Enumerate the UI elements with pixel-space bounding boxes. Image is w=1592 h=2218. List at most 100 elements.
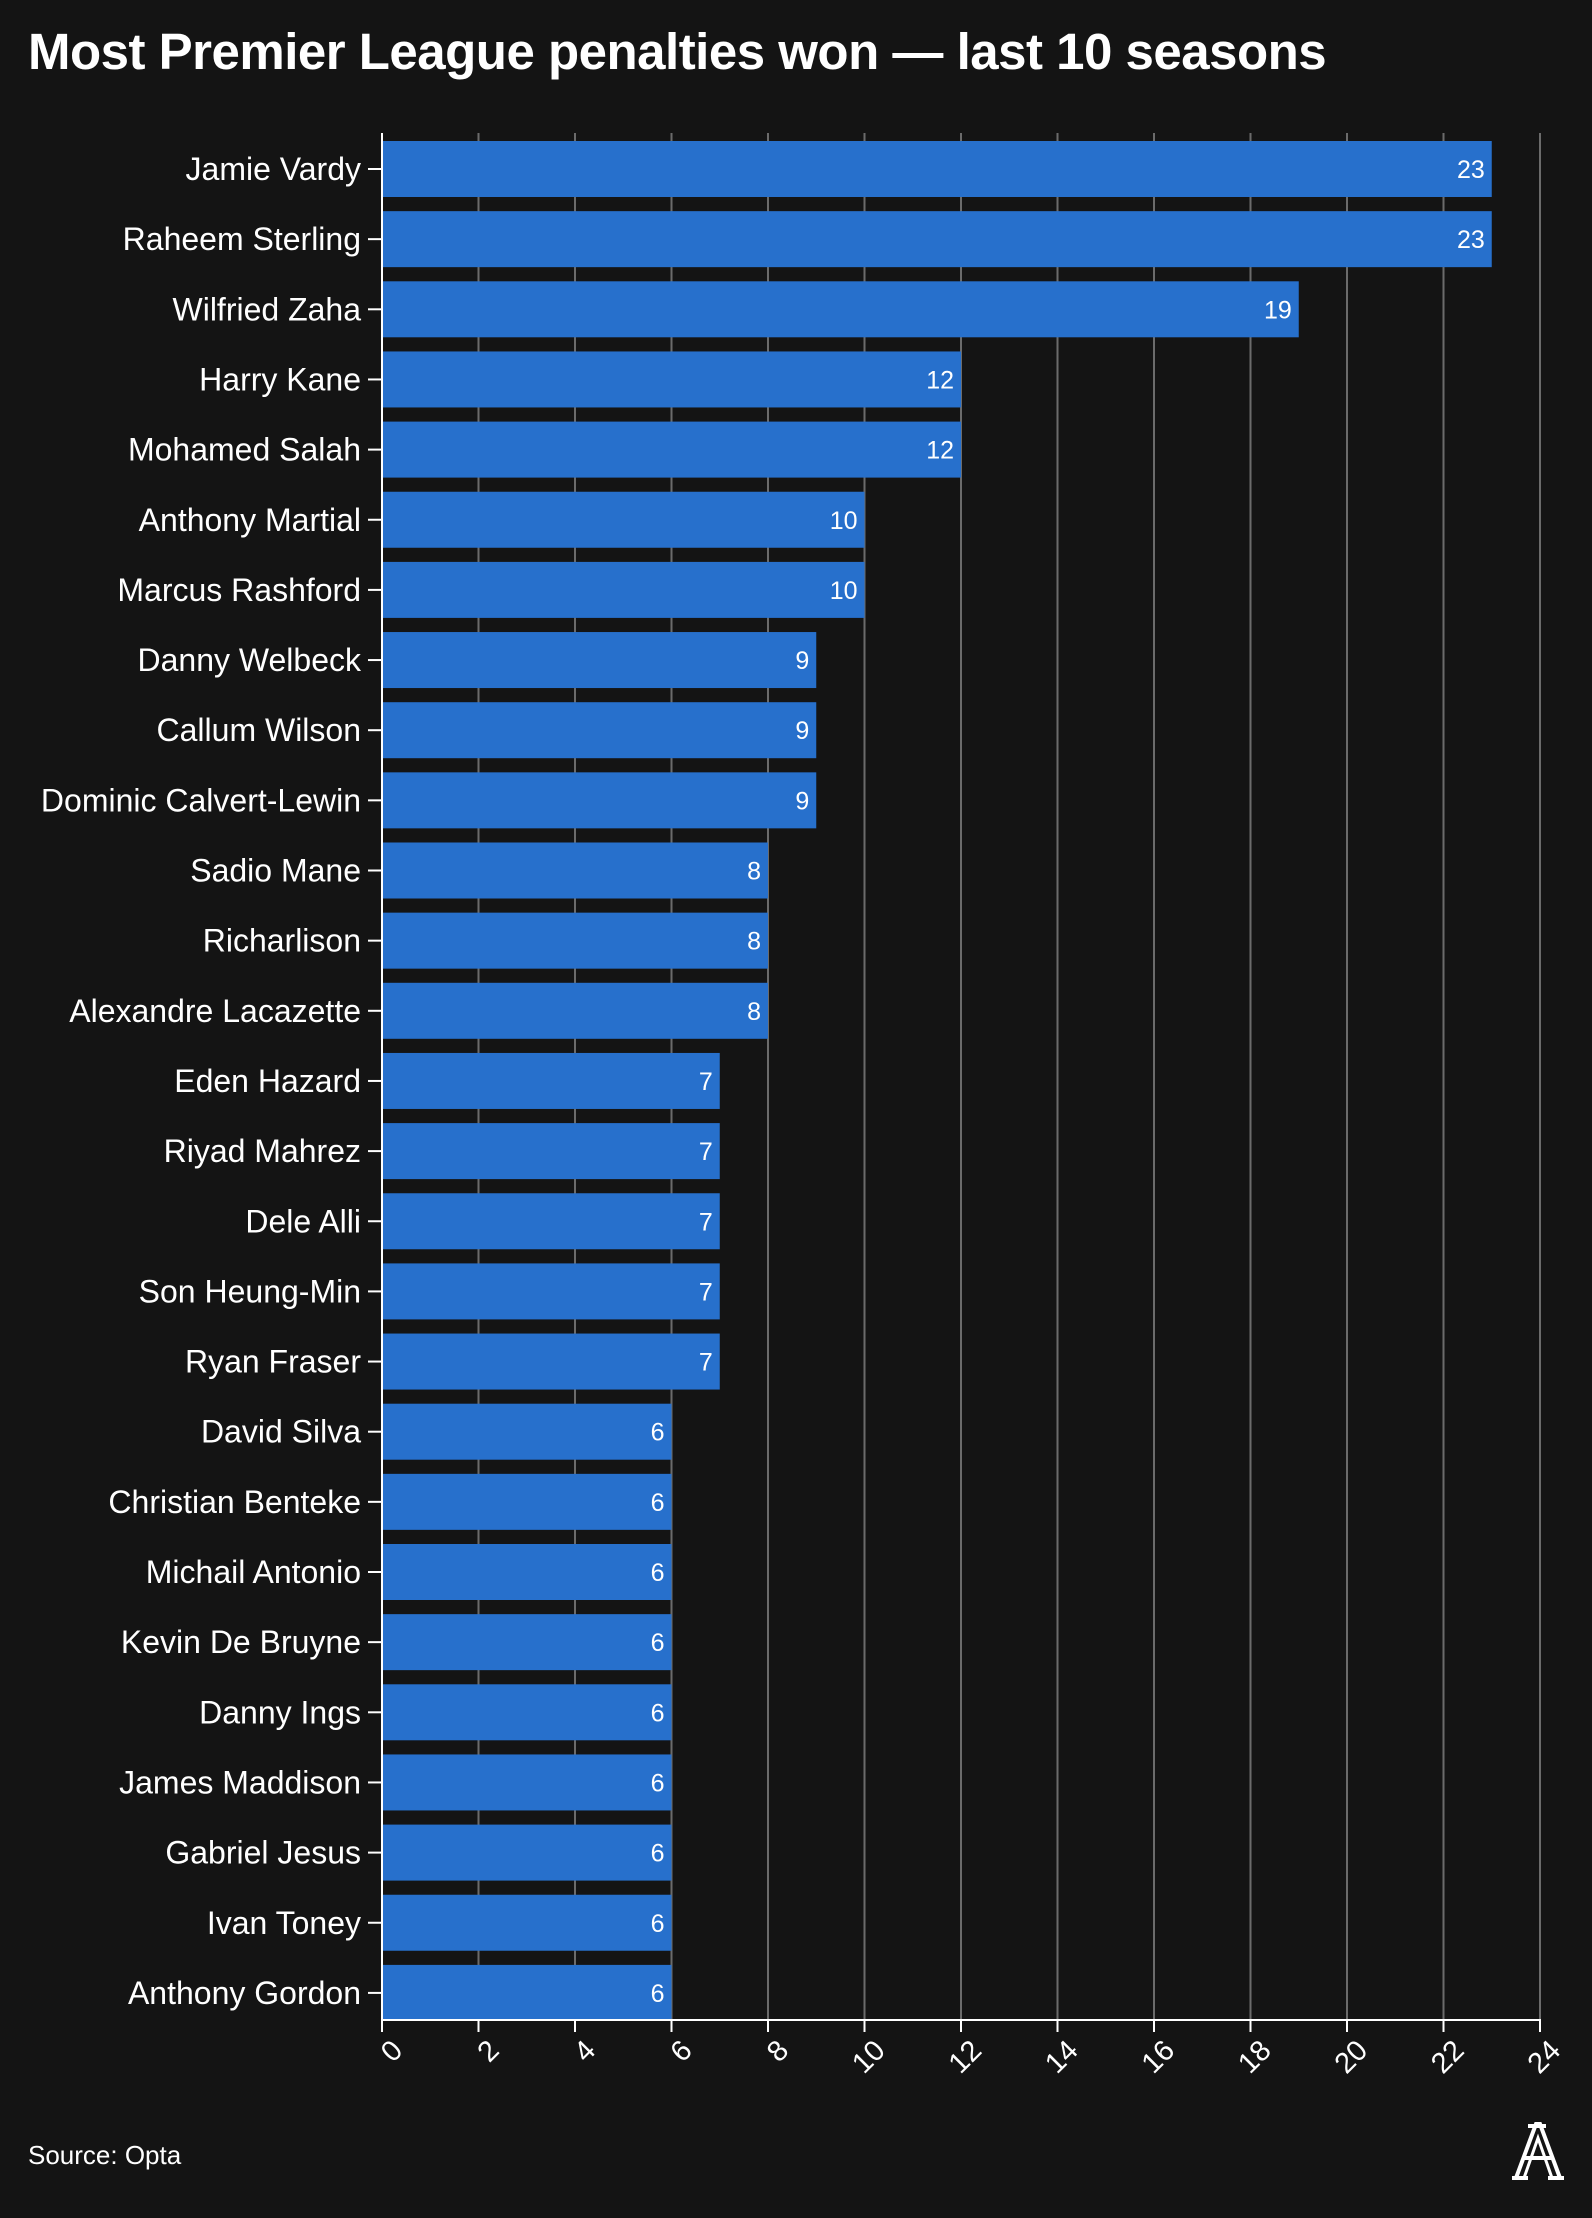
value-label-12: 8: [747, 998, 761, 1026]
x-tick-label-2: 2: [472, 2034, 506, 2068]
category-label-26: Anthony Gordon: [128, 1975, 361, 2011]
category-label-6: Marcus Rashford: [117, 572, 361, 608]
value-label-8: 9: [795, 717, 809, 745]
bar-16: [382, 1263, 720, 1320]
value-label-21: 6: [651, 1629, 665, 1657]
category-label-16: Son Heung-Min: [139, 1273, 361, 1309]
bar-19: [382, 1473, 672, 1530]
category-label-3: Harry Kane: [199, 361, 361, 397]
value-label-1: 23: [1457, 226, 1485, 254]
bar-6: [382, 561, 865, 618]
x-tick-label-20: 20: [1329, 2034, 1374, 2079]
category-label-17: Ryan Fraser: [185, 1344, 361, 1380]
category-label-18: David Silva: [201, 1414, 361, 1450]
bar-12: [382, 982, 768, 1039]
value-label-18: 6: [651, 1419, 665, 1447]
value-label-26: 6: [651, 1980, 665, 2008]
bar-17: [382, 1333, 720, 1390]
value-label-3: 12: [926, 366, 954, 394]
value-label-17: 7: [699, 1349, 713, 1377]
value-label-15: 7: [699, 1208, 713, 1236]
x-tick-label-4: 4: [568, 2034, 602, 2068]
category-label-15: Dele Alli: [245, 1203, 361, 1239]
value-label-13: 7: [699, 1068, 713, 1096]
category-label-9: Dominic Calvert-Lewin: [41, 782, 361, 818]
value-label-23: 6: [651, 1769, 665, 1797]
value-label-2: 19: [1264, 296, 1292, 324]
category-label-20: Michail Antonio: [146, 1554, 361, 1590]
bar-25: [382, 1894, 672, 1951]
category-label-24: Gabriel Jesus: [165, 1835, 361, 1871]
x-tick-label-14: 14: [1039, 2034, 1084, 2079]
category-label-1: Raheem Sterling: [123, 221, 361, 257]
value-label-20: 6: [651, 1559, 665, 1587]
x-tick-label-16: 16: [1136, 2034, 1181, 2079]
value-label-11: 8: [747, 928, 761, 956]
value-label-24: 6: [651, 1840, 665, 1868]
the-athletic-logo-icon: [1512, 2122, 1564, 2180]
category-label-7: Danny Welbeck: [137, 642, 362, 678]
bar-2: [382, 281, 1299, 338]
value-label-10: 8: [747, 858, 761, 886]
value-label-19: 6: [651, 1489, 665, 1517]
category-label-12: Alexandre Lacazette: [69, 993, 361, 1029]
bar-14: [382, 1123, 720, 1180]
value-label-9: 9: [795, 787, 809, 815]
bar-15: [382, 1193, 720, 1250]
source-note: Source: Opta: [28, 2140, 182, 2170]
x-tick-label-12: 12: [943, 2034, 988, 2079]
category-label-21: Kevin De Bruyne: [121, 1624, 361, 1660]
category-label-8: Callum Wilson: [157, 712, 361, 748]
value-label-14: 7: [699, 1138, 713, 1166]
x-tick-label-0: 0: [375, 2034, 409, 2068]
bar-3: [382, 351, 961, 408]
category-label-10: Sadio Mane: [190, 853, 361, 889]
category-label-2: Wilfried Zaha: [173, 291, 362, 327]
x-tick-label-22: 22: [1425, 2034, 1470, 2079]
x-tick-label-18: 18: [1232, 2034, 1277, 2079]
bar-1: [382, 211, 1492, 268]
bar-20: [382, 1544, 672, 1600]
category-label-13: Eden Hazard: [174, 1063, 361, 1099]
labels: 23 Jamie Vardy 23 Raheem Sterling 19 Wilfried…: [41, 151, 1485, 2011]
category-label-5: Anthony Martial: [139, 502, 361, 538]
bar-8: [382, 702, 817, 759]
bar-26: [382, 1964, 672, 2021]
value-label-5: 10: [830, 507, 858, 535]
bar-23: [382, 1754, 672, 1811]
value-label-22: 6: [651, 1699, 665, 1727]
value-label-4: 12: [926, 437, 954, 465]
bar-9: [382, 772, 817, 829]
bar-22: [382, 1684, 672, 1741]
value-label-16: 7: [699, 1278, 713, 1306]
category-label-23: James Maddison: [119, 1764, 361, 1800]
value-label-6: 10: [830, 577, 858, 605]
category-label-19: Christian Benteke: [108, 1484, 361, 1520]
category-label-14: Riyad Mahrez: [164, 1133, 361, 1169]
bar-4: [382, 421, 961, 478]
category-label-0: Jamie Vardy: [186, 151, 361, 187]
category-label-4: Mohamed Salah: [128, 432, 361, 468]
value-label-0: 23: [1457, 156, 1485, 184]
bar-0: [382, 141, 1492, 197]
value-label-25: 6: [651, 1910, 665, 1938]
bar-10: [382, 842, 768, 899]
bar-21: [382, 1614, 672, 1671]
x-tick-label-6: 6: [665, 2034, 699, 2068]
bar-7: [382, 632, 817, 689]
category-label-22: Danny Ings: [199, 1694, 361, 1730]
x-tick-label-10: 10: [846, 2034, 891, 2079]
x-tick-label-24: 24: [1522, 2034, 1567, 2079]
bar-24: [382, 1824, 672, 1881]
category-label-11: Richarlison: [203, 923, 361, 959]
category-label-25: Ivan Toney: [207, 1905, 361, 1941]
bar-5: [382, 491, 865, 548]
x-tick-label-8: 8: [761, 2034, 795, 2068]
chart-title: Most Premier League penalties won — last…: [28, 23, 1327, 80]
bar-18: [382, 1403, 672, 1460]
bars: [382, 141, 1492, 2021]
bar-11: [382, 912, 768, 969]
value-label-7: 9: [795, 647, 809, 675]
bar-13: [382, 1052, 720, 1109]
